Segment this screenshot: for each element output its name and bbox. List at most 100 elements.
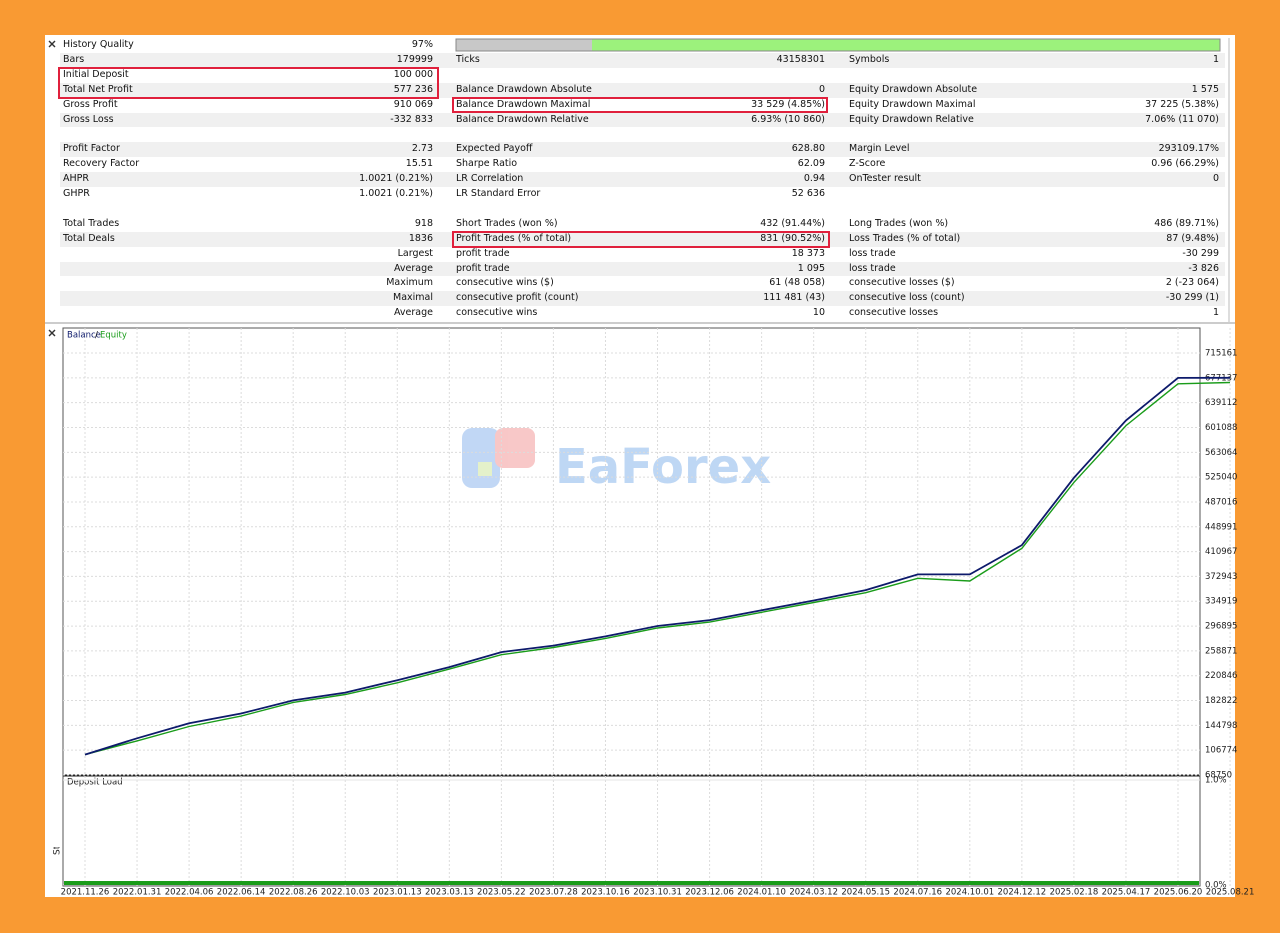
y-tick-label: 106774 [1205, 746, 1237, 756]
close-button[interactable] [48, 40, 56, 48]
stat-label: Equity Drawdown Relative [849, 113, 974, 125]
x-tick-label: 2021.11.26 [61, 888, 110, 898]
stat-label: Balance Drawdown Maximal [456, 98, 591, 110]
y-tick-label: 1.0% [1205, 776, 1227, 786]
stat-value: 15.51 [405, 158, 433, 170]
y-tick-label: 68750 [1205, 771, 1232, 781]
x-tick-label: 2022.04.06 [165, 888, 214, 898]
stat-label: Equity Drawdown Absolute [849, 83, 978, 95]
watermark: EaForex [555, 439, 771, 495]
stat-label: Z-Score [849, 158, 886, 170]
stat-value: 87 (9.48%) [1166, 232, 1219, 244]
stat-label: Profit Factor [63, 143, 120, 155]
stat-value: Average [393, 307, 433, 319]
stat-value: 628.80 [791, 143, 825, 155]
stat-label: Total Trades [63, 217, 120, 229]
quality-bar [456, 39, 592, 51]
stat-value: 1 095 [797, 262, 825, 274]
x-tick-label: 2024.05.15 [841, 888, 890, 898]
table-row [60, 172, 1225, 187]
x-tick-label: 2023.01.13 [373, 888, 422, 898]
x-tick-label: 2024.01.10 [737, 888, 786, 898]
y-tick-label: 525040 [1205, 473, 1237, 483]
stat-value: 0 [818, 83, 825, 95]
x-tick-label: 2023.03.13 [425, 888, 474, 898]
y-tick-label: 334919 [1205, 597, 1237, 607]
x-tick-label: 2024.12.12 [998, 888, 1047, 898]
stat-label: AHPR [63, 173, 89, 185]
stat-label: Equity Drawdown Maximal [849, 98, 976, 110]
stat-label: LR Standard Error [456, 188, 541, 199]
stat-label: Bars [63, 53, 85, 65]
stat-label: Total Net Profit [63, 83, 133, 95]
stat-value: -332 833 [390, 113, 433, 125]
x-tick-label: 2024.07.16 [893, 888, 942, 898]
close-button[interactable] [48, 329, 56, 337]
stat-label: consecutive wins [456, 307, 538, 319]
x-tick-label: 2022.08.26 [269, 888, 318, 898]
legend-separator: / [95, 331, 98, 341]
series-line [84, 381, 1231, 756]
y-tick-label: 220846 [1205, 671, 1237, 681]
legend-entry: Balance [67, 331, 101, 341]
stat-value: 1836 [408, 232, 433, 244]
stat-value: 1 575 [1191, 83, 1219, 95]
stat-label: Sharpe Ratio [456, 158, 518, 170]
stat-value: 18 373 [791, 247, 825, 259]
stat-value: 7.06% (11 070) [1145, 113, 1219, 125]
highlight-box [58, 66, 439, 99]
stat-value: 62.09 [797, 158, 825, 170]
table-row [60, 52, 1225, 68]
stat-label: Profit Trades (% of total) [456, 232, 572, 244]
y-tick-label: 448991 [1205, 522, 1237, 532]
stat-value: 0.96 (66.29%) [1151, 158, 1219, 170]
stat-value: 97% [411, 39, 433, 50]
table-row [60, 231, 1225, 247]
stat-label: Gross Loss [63, 113, 114, 125]
stat-value: 6.93% (10 860) [751, 113, 825, 125]
x-tick-label: 2023.05.22 [477, 888, 526, 898]
x-tick-label: 2022.01.31 [113, 888, 162, 898]
x-tick-label: 2023.07.28 [529, 888, 578, 898]
highlight-box [452, 96, 828, 114]
y-tick-label: 372943 [1205, 572, 1237, 582]
quality-bar [592, 39, 1220, 51]
deposit-load-strip [64, 881, 1199, 885]
quality-bar-frame [455, 38, 1221, 52]
stat-label: consecutive profit (count) [456, 292, 579, 304]
stat-label: Balance Drawdown Absolute [456, 83, 592, 95]
stat-value: 1.0021 (0.21%) [359, 173, 433, 185]
y-tick-label: 410967 [1205, 547, 1237, 557]
stat-value: -30 299 [1182, 247, 1219, 259]
stat-value: 10 [812, 307, 825, 319]
legend-entry: Equity [100, 331, 127, 341]
stat-label: LR Correlation [456, 173, 524, 185]
y-tick-label: 715161 [1205, 349, 1237, 359]
stat-label: Margin Level [849, 143, 910, 155]
pane-title: Deposit Load [67, 778, 123, 788]
stat-value: 37 225 (5.38%) [1145, 98, 1219, 110]
x-tick-label: 2023.10.31 [633, 888, 682, 898]
x-tick-label: 2022.06.14 [217, 888, 266, 898]
y-tick-label: 258871 [1205, 646, 1237, 656]
stat-label: GHPR [63, 188, 90, 199]
stat-value: 2 (-23 064) [1165, 277, 1219, 289]
stat-label: Ticks [456, 53, 480, 65]
table-row [60, 261, 1225, 277]
plot-frame [62, 775, 1201, 887]
stat-value: 100 000 [393, 68, 433, 80]
stat-value: 831 (90.52%) [760, 232, 825, 244]
stat-value: -3 826 [1188, 262, 1219, 274]
stat-value: -30 299 (1) [1165, 292, 1219, 304]
x-tick-label: 2023.12.06 [685, 888, 734, 898]
stat-value: Maximal [393, 292, 433, 304]
stat-label: Loss Trades (% of total) [849, 232, 961, 244]
stat-label: consecutive loss (count) [849, 292, 965, 304]
stat-label: profit trade [456, 262, 510, 274]
table-row [60, 82, 1225, 98]
stat-value: 61 (48 058) [769, 277, 825, 289]
x-tick-label: 2023.10.16 [581, 888, 630, 898]
stat-value: 179999 [396, 53, 433, 65]
y-tick-label: 487016 [1205, 497, 1237, 507]
